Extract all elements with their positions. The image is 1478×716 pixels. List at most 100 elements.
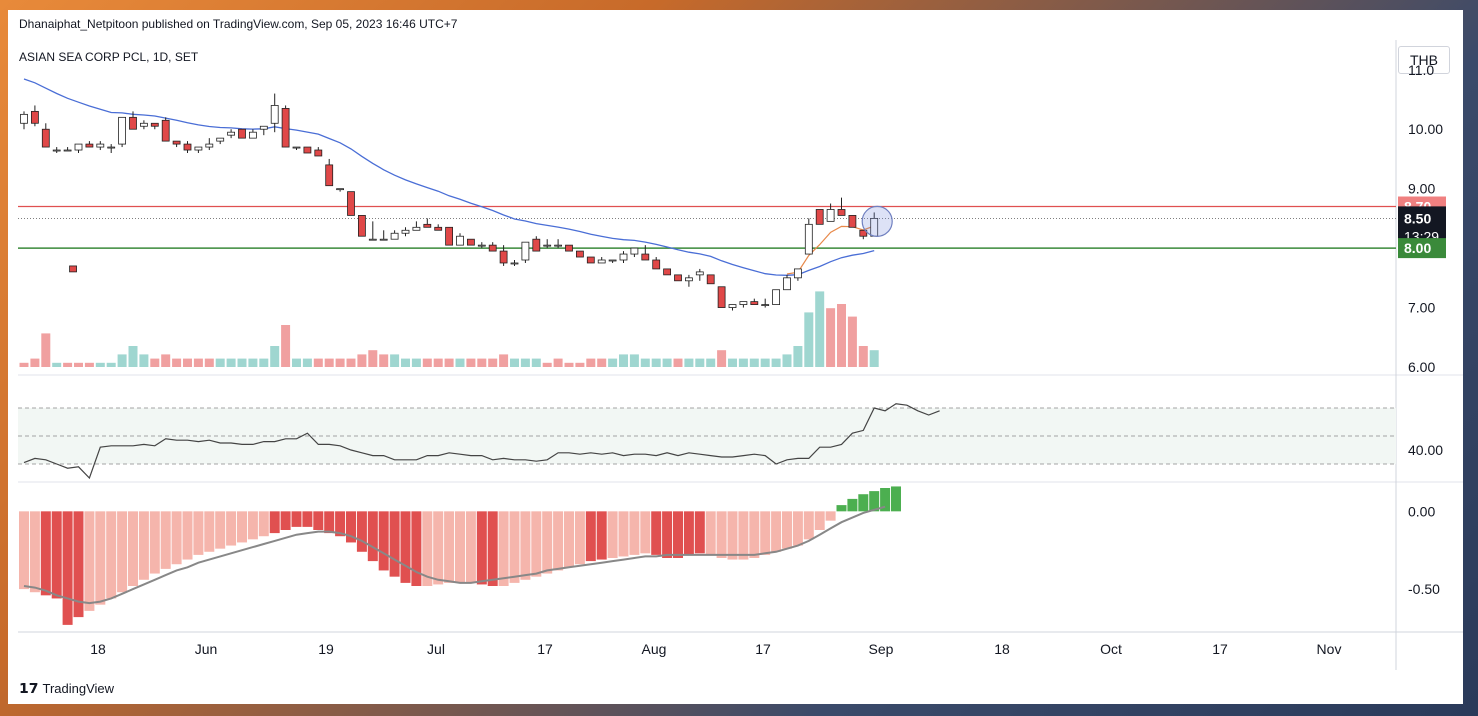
volume-bar (695, 358, 705, 367)
histogram-bar (324, 511, 335, 534)
histogram-bar (400, 511, 411, 583)
histogram-bar (792, 511, 803, 546)
candle (357, 215, 366, 237)
histogram-bar (662, 511, 673, 558)
candle (259, 125, 268, 130)
volume-bar (30, 358, 40, 367)
candle (96, 143, 105, 148)
histogram-bar (160, 511, 171, 569)
candle (423, 223, 432, 228)
volume-bar (19, 362, 29, 367)
candle (597, 259, 606, 264)
volume-bar (84, 362, 94, 367)
histogram-bar (258, 511, 269, 537)
volume-bar (706, 358, 716, 367)
histogram-bar (19, 511, 29, 590)
candle (488, 244, 497, 252)
price-tick-label: 7.00 (1408, 300, 1435, 316)
histogram-bar (618, 511, 629, 557)
histogram-bar (629, 511, 640, 555)
candle (750, 301, 759, 305)
histogram-bar (564, 511, 574, 568)
histogram-bar (346, 511, 356, 543)
candle (837, 209, 846, 216)
publish-info: Dhanaiphat_Netpitoon published on Tradin… (19, 17, 458, 31)
oscillator-tick-label: 40.00 (1408, 442, 1443, 458)
chart-svg[interactable]: 11.010.009.008.007.006.008.708.5013:298.… (8, 10, 1463, 704)
histogram-bar (138, 511, 149, 580)
histogram-bar (727, 511, 738, 560)
volume-bar (63, 362, 73, 367)
histogram-bar (705, 511, 716, 555)
chart-frame: Dhanaiphat_Netpitoon published on Tradin… (8, 10, 1463, 704)
volume-bar (259, 358, 269, 367)
volume-bar (379, 354, 389, 367)
volume-bar (466, 358, 476, 367)
histogram-bar (378, 511, 389, 571)
volume-bar (728, 358, 737, 367)
last-price-label: 8.50 (1404, 210, 1431, 226)
time-axis-label: Sep (869, 641, 894, 657)
histogram-bar (182, 511, 193, 560)
volume-bar (161, 354, 171, 367)
candle (314, 149, 323, 157)
volume-bar (640, 358, 650, 367)
histogram-bar (880, 488, 891, 512)
currency-button[interactable]: THB (1398, 46, 1450, 74)
candle (466, 238, 475, 246)
volume-bar (771, 358, 781, 367)
volume-bar (270, 346, 280, 367)
histogram-bar (149, 511, 160, 574)
candle (565, 244, 573, 252)
signal-line (23, 505, 886, 605)
volume-bar (281, 325, 291, 367)
histogram-bar (128, 511, 138, 586)
histogram-bar (694, 511, 705, 554)
histogram-bar (520, 511, 531, 580)
volume-bar (760, 358, 770, 367)
volume-bar (608, 358, 618, 367)
histogram-bar (237, 511, 247, 543)
histogram-bar (836, 505, 847, 512)
volume-bar (226, 358, 236, 367)
histogram-bar (84, 511, 95, 611)
price-tick-label: 9.00 (1408, 181, 1435, 197)
volume-bar (804, 312, 814, 367)
tradingview-logo-text: TradingView (42, 681, 115, 696)
histogram-bar (215, 511, 226, 549)
volume-bar (749, 358, 759, 367)
candle (652, 259, 661, 270)
volume-bar (390, 354, 400, 367)
histogram-bar (640, 511, 651, 554)
volume-bar (847, 316, 857, 367)
highlight-circle (861, 205, 893, 237)
histogram-bar (73, 511, 84, 618)
candle (216, 137, 225, 142)
volume-bar (499, 354, 509, 367)
volume-bar (150, 358, 160, 367)
volume-bar (717, 350, 727, 367)
candle (477, 244, 486, 247)
volume-bar (837, 304, 846, 367)
candle (205, 143, 214, 148)
candle (107, 146, 116, 149)
candle (150, 122, 159, 127)
volume-bar (433, 358, 443, 367)
candle (227, 131, 236, 136)
volume-bar (564, 362, 574, 367)
histogram-bar (117, 511, 128, 593)
histogram-bar (95, 511, 106, 605)
histogram-bar (171, 511, 182, 565)
volume-bar (117, 354, 127, 367)
histogram-bar (782, 511, 792, 549)
time-axis-label: 18 (994, 641, 1010, 657)
candle (401, 229, 410, 234)
histogram-bar (574, 511, 585, 565)
moving-average-line (23, 78, 875, 276)
histogram-bar (476, 511, 487, 585)
histogram-bar (825, 511, 836, 521)
histogram-bar (291, 511, 302, 527)
tradingview-logo[interactable]: 𝟭𝟳 TradingView (19, 680, 114, 697)
volume-bar (74, 362, 83, 367)
histogram-bar (847, 498, 858, 512)
